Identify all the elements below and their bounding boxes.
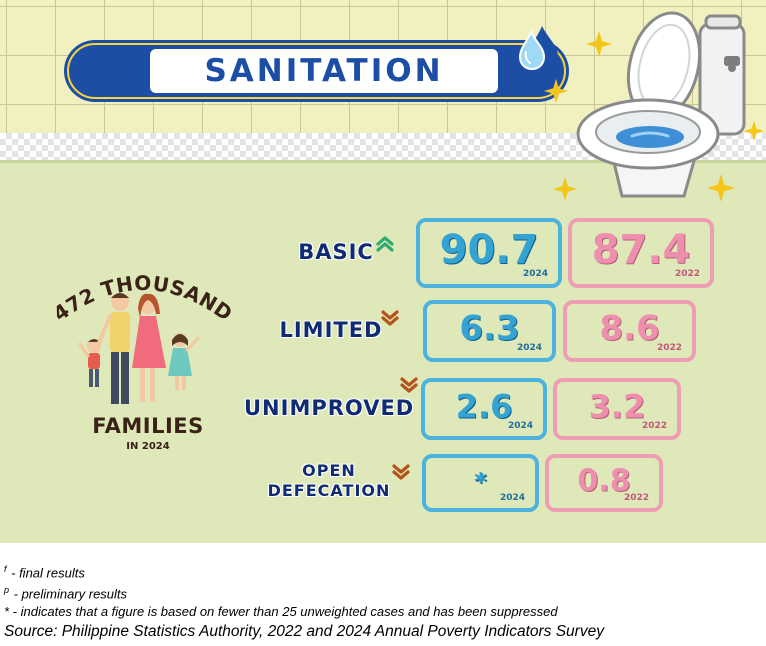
value-box-2022-open-defecation: 0.8 2022 <box>545 454 663 512</box>
value-box-2022-unimproved: 3.2 2022 <box>553 378 681 440</box>
sparkle-icon <box>707 174 735 202</box>
row-label-line: LIMITED <box>279 318 383 342</box>
footnote-preliminary: p - preliminary results <box>4 585 128 602</box>
value-box-2022-limited: 8.6 2022 <box>563 300 696 362</box>
page-title: SANITATION <box>204 53 444 89</box>
value-box-2024-basic-value: 90.7 <box>439 227 539 274</box>
source-citation: Source: Philippine Statistics Authority,… <box>4 623 604 640</box>
value-box-2022-limited-year: 2022 <box>656 343 682 353</box>
down-double-chevron-icon <box>380 308 400 332</box>
families-label: FAMILIES <box>92 414 204 438</box>
value-box-2022-basic: 87.4 2022 <box>568 218 714 288</box>
water-drop-icon <box>518 26 558 71</box>
sparkle-icon <box>586 31 612 57</box>
row-label-line: DEFECATION <box>267 481 391 500</box>
value-box-2024-limited-year: 2024 <box>516 343 542 353</box>
footnote-final: f - final results <box>4 564 85 581</box>
row-label-line: UNIMPROVED <box>244 396 415 420</box>
row-label-open-defecation: OPEN DEFECATION <box>256 461 402 501</box>
row-label-unimproved: UNIMPROVED <box>244 396 415 421</box>
sanitation-infographic: SANITATION 472 THOUSAND <box>0 0 766 543</box>
row-label-line: OPEN <box>302 461 356 480</box>
value-box-2022-basic-value: 87.4 <box>591 227 691 274</box>
value-box-2022-unimproved-year: 2022 <box>641 421 667 431</box>
down-double-chevron-icon <box>399 375 419 399</box>
sparkle-icon <box>552 176 578 202</box>
footnote-suppressed: * - indicates that a figure is based on … <box>4 604 558 619</box>
value-box-2024-basic: 90.7 2024 <box>416 218 562 288</box>
family-illustration <box>78 293 200 404</box>
value-box-2022-basic-year: 2022 <box>674 269 700 279</box>
down-double-chevron-icon <box>391 462 411 486</box>
value-box-2024-unimproved: 2.6 2024 <box>421 378 547 440</box>
row-label-limited: LIMITED <box>276 318 386 343</box>
sparkle-icon <box>743 120 765 142</box>
toilet-icon <box>576 11 746 198</box>
value-box-2024-limited: 6.3 2024 <box>423 300 556 362</box>
value-box-2024-open-defecation: * 2024 <box>422 454 539 512</box>
footnotes: f - final results p - preliminary result… <box>4 559 764 642</box>
value-box-2024-open-defecation-year: 2024 <box>499 493 525 503</box>
sparkle-icon <box>543 78 569 104</box>
families-year: IN 2024 <box>126 441 170 452</box>
title-plate: SANITATION <box>150 49 498 93</box>
row-label-line: BASIC <box>298 240 374 264</box>
value-box-2024-limited-value: 6.3 <box>459 308 520 349</box>
value-box-2024-basic-year: 2024 <box>522 269 548 279</box>
value-box-2024-open-defecation-value: * <box>474 467 487 496</box>
value-box-2022-limited-value: 8.6 <box>599 308 660 349</box>
value-box-2024-unimproved-year: 2024 <box>507 421 533 431</box>
value-box-2022-open-defecation-year: 2022 <box>623 493 649 503</box>
row-label-basic: BASIC <box>290 240 382 265</box>
value-box-2024-unimproved-value: 2.6 <box>455 387 513 426</box>
value-box-2022-unimproved-value: 3.2 <box>588 387 646 426</box>
up-double-chevron-icon <box>375 234 395 258</box>
title-banner: SANITATION <box>64 40 569 102</box>
value-box-2022-open-defecation-value: 0.8 <box>577 463 631 499</box>
families-summary: 472 THOUSAND <box>28 270 258 470</box>
